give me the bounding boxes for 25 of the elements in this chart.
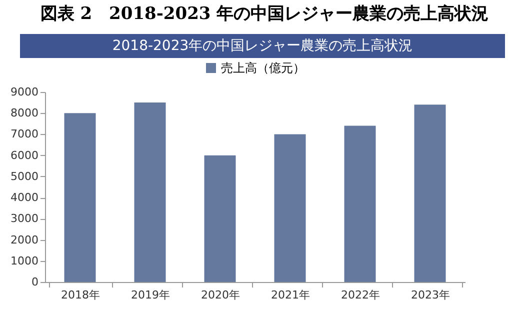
- x-tick-label: 2021年: [271, 288, 310, 302]
- x-tick-label: 2019年: [131, 288, 170, 302]
- y-tick-label: 1000: [10, 254, 38, 268]
- y-tick-label: 3000: [10, 212, 38, 226]
- legend-label: 売上高（億元）: [221, 61, 305, 75]
- bar: [414, 104, 446, 282]
- y-tick-label: 6000: [10, 148, 38, 162]
- chart-title: 図表 2 2018-2023 年の中国レジャー農業の売上高状況: [39, 3, 490, 26]
- x-tick-label: 2023年: [411, 288, 450, 302]
- bar: [204, 155, 236, 282]
- bar: [274, 134, 306, 282]
- y-tick-label: 5000: [10, 170, 38, 183]
- bar: [64, 113, 96, 282]
- x-tick-label: 2020年: [201, 288, 240, 302]
- y-tick-label: 0: [32, 276, 38, 288]
- bar: [134, 102, 166, 282]
- chart-subtitle: 2018-2023年の中国レジャー農業の売上高状況: [20, 34, 505, 58]
- y-tick-label: 9000: [10, 86, 38, 98]
- y-tick-label: 7000: [10, 128, 38, 141]
- bar: [344, 126, 376, 282]
- y-tick-label: 2000: [10, 233, 38, 246]
- x-tick-label: 2018年: [61, 288, 100, 302]
- y-tick-label: 8000: [10, 106, 38, 120]
- y-tick-label: 4000: [10, 191, 38, 204]
- x-tick-label: 2022年: [341, 288, 380, 302]
